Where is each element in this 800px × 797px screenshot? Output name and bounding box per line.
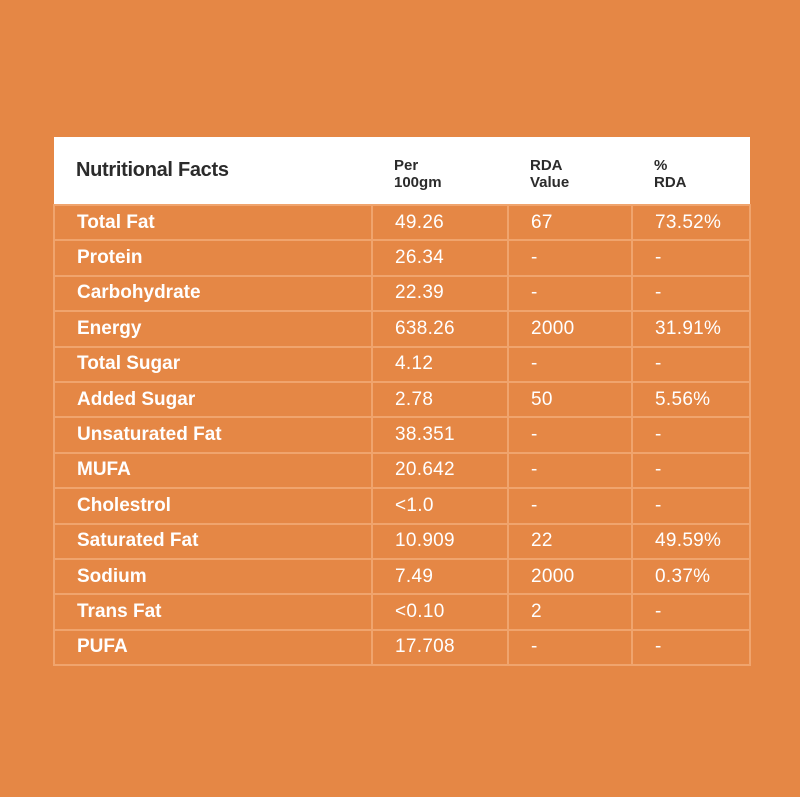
percent-rda-value: 0.37% [631, 557, 751, 596]
header-percent-rda: % RDA [632, 137, 750, 205]
per-100gm-value: 20.642 [371, 451, 509, 490]
table-body: Total Fat 49.26 67 73.52% Protein 26.34 … [53, 203, 751, 667]
nutrient-name: Total Sugar [53, 345, 373, 383]
per-100gm-value: 4.12 [371, 345, 509, 383]
nutrient-name: Added Sugar [53, 380, 373, 419]
table-row: Added Sugar 2.78 50 5.56% [53, 380, 751, 419]
per-100gm-value: 638.26 [371, 310, 509, 348]
per-100gm-value: 22.39 [371, 274, 509, 313]
percent-rda-value: 49.59% [631, 522, 751, 560]
percent-rda-value: - [631, 451, 751, 490]
nutrition-facts-table: Nutritional Facts Per 100gm RDA Value % … [53, 137, 751, 667]
table-row: Protein 26.34 - - [53, 239, 751, 277]
header-title: Nutritional Facts [76, 159, 229, 181]
per-100gm-value: 26.34 [371, 239, 509, 277]
rda-value: - [507, 239, 633, 277]
nutrient-name: Energy [53, 310, 373, 348]
percent-rda-value: - [631, 593, 751, 631]
per-100gm-value: 49.26 [371, 203, 509, 242]
header-per-100gm: Per 100gm [372, 137, 508, 205]
table-row: Unsaturated Fat 38.351 - - [53, 416, 751, 454]
header-rda-value: RDA Value [508, 137, 632, 205]
percent-rda-value: - [631, 628, 751, 667]
per-100gm-value: 7.49 [371, 557, 509, 596]
rda-value: 2000 [507, 557, 633, 596]
per-100gm-value: 17.708 [371, 628, 509, 667]
per-100gm-value: 38.351 [371, 416, 509, 454]
percent-rda-value: - [631, 345, 751, 383]
nutrient-name: Total Fat [53, 203, 373, 242]
rda-value: - [507, 487, 633, 525]
nutrient-name: Unsaturated Fat [53, 416, 373, 454]
nutrient-name: Trans Fat [53, 593, 373, 631]
rda-value: 50 [507, 380, 633, 419]
nutrient-name: Sodium [53, 557, 373, 596]
percent-rda-value: 5.56% [631, 380, 751, 419]
nutrient-name: PUFA [53, 628, 373, 667]
rda-value: 2000 [507, 310, 633, 348]
rda-value: 22 [507, 522, 633, 560]
table-row: Carbohydrate 22.39 - - [53, 274, 751, 313]
rda-value: - [507, 628, 633, 667]
percent-rda-value: 73.52% [631, 203, 751, 242]
per-100gm-value: 10.909 [371, 522, 509, 560]
rda-value: - [507, 274, 633, 313]
nutrient-name: Carbohydrate [53, 274, 373, 313]
per-100gm-value: 2.78 [371, 380, 509, 419]
table-row: PUFA 17.708 - - [53, 628, 751, 667]
header-rda-value-line1: RDA [530, 156, 563, 174]
nutrient-name: Cholestrol [53, 487, 373, 525]
header-rda-value-line2: Value [530, 173, 570, 191]
percent-rda-value: - [631, 487, 751, 525]
nutrient-name: MUFA [53, 451, 373, 490]
table-row: Trans Fat <0.10 2 - [53, 593, 751, 631]
rda-value: 67 [507, 203, 633, 242]
table-header: Nutritional Facts Per 100gm RDA Value % … [54, 137, 750, 205]
table-row: Saturated Fat 10.909 22 49.59% [53, 522, 751, 560]
per-100gm-value: <0.10 [371, 593, 509, 631]
nutrient-name: Protein [53, 239, 373, 277]
header-per-100gm-line2: 100gm [394, 173, 442, 191]
percent-rda-value: - [631, 416, 751, 454]
percent-rda-value: - [631, 239, 751, 277]
percent-rda-value: - [631, 274, 751, 313]
table-row: Total Sugar 4.12 - - [53, 345, 751, 383]
table-row: Sodium 7.49 2000 0.37% [53, 557, 751, 596]
header-percent-rda-line2: RDA [654, 173, 687, 191]
table-row: Total Fat 49.26 67 73.52% [53, 203, 751, 242]
header-per-100gm-line1: Per [394, 156, 419, 174]
per-100gm-value: <1.0 [371, 487, 509, 525]
table-row: Energy 638.26 2000 31.91% [53, 310, 751, 348]
rda-value: - [507, 416, 633, 454]
table-row: Cholestrol <1.0 - - [53, 487, 751, 525]
table-row: MUFA 20.642 - - [53, 451, 751, 490]
percent-rda-value: 31.91% [631, 310, 751, 348]
rda-value: 2 [507, 593, 633, 631]
rda-value: - [507, 451, 633, 490]
header-row: Nutritional Facts Per 100gm RDA Value % … [54, 137, 750, 205]
nutrient-name: Saturated Fat [53, 522, 373, 560]
header-percent-rda-line1: % [654, 156, 668, 174]
rda-value: - [507, 345, 633, 383]
